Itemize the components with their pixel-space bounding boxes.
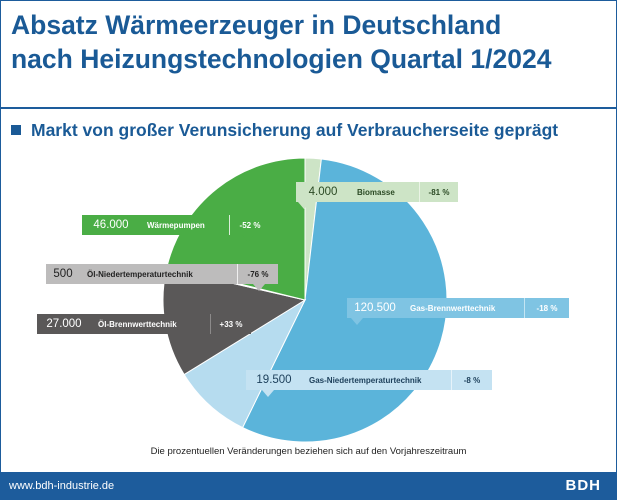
name-biomasse: Biomasse <box>350 182 419 202</box>
name-oel-bw: Öl-Brennwerttechnik <box>91 314 210 334</box>
label-pointer <box>262 390 274 397</box>
label-gas-nt: 19.500 Gas-Niedertemperaturtechnik -8 % <box>246 370 492 397</box>
name-waermepumpen: Wärmepumpen <box>140 215 229 235</box>
label-gas-bw: 120.500 Gas-Brennwerttechnik -18 % <box>347 298 569 325</box>
pie-slice-gas-niedertemperaturtechnik <box>183 298 307 429</box>
title-divider <box>0 107 617 109</box>
title-line-1: Absatz Wärmeerzeuger in Deutschland <box>11 10 502 40</box>
change-gas-nt: -8 % <box>451 370 492 390</box>
change-oel-nt: -76 % <box>237 264 278 284</box>
change-biomasse: -81 % <box>419 182 458 202</box>
value-biomasse: 4.000 <box>296 182 350 202</box>
change-waermepumpen: -52 % <box>229 215 270 235</box>
value-oel-bw: 27.000 <box>37 314 91 334</box>
label-oel-bw: 27.000 Öl-Brennwerttechnik +33 % <box>37 314 251 341</box>
value-gas-bw: 120.500 <box>347 298 403 318</box>
label-biomasse: 4.000 Biomasse -81 % <box>296 182 458 209</box>
subtitle-text: Markt von großer Verunsicherung auf Verb… <box>31 120 559 140</box>
footer-bar: www.bdh-industrie.de BDH <box>0 472 617 500</box>
name-gas-bw: Gas-Brennwerttechnik <box>403 298 524 318</box>
change-gas-bw: -18 % <box>524 298 569 318</box>
footnote: Die prozentuellen Veränderungen beziehen… <box>150 446 467 457</box>
label-waermepumpen: 46.000 Wärmepumpen -52 % <box>82 215 270 242</box>
value-gas-nt: 19.500 <box>246 370 302 390</box>
label-pointer <box>298 202 310 209</box>
name-gas-nt: Gas-Niedertemperaturtechnik <box>302 370 451 390</box>
website-link[interactable]: www.bdh-industrie.de <box>9 480 115 492</box>
label-pointer <box>216 334 228 341</box>
label-oel-nt: 500 Öl-Niedertemperaturtechnik -76 % <box>46 264 278 291</box>
label-pointer <box>253 284 265 291</box>
value-oel-nt: 500 <box>46 264 80 284</box>
title-line-2: nach Heizungstechnologien Quartal 1/2024 <box>11 44 552 74</box>
value-waermepumpen: 46.000 <box>82 215 140 235</box>
name-oel-nt: Öl-Niedertemperaturtechnik <box>80 264 237 284</box>
page-title: Absatz Wärmeerzeuger in Deutschland nach… <box>11 8 606 76</box>
bdh-logo: BDH <box>565 477 601 494</box>
change-oel-bw: +33 % <box>210 314 251 334</box>
square-bullet-icon <box>11 125 21 135</box>
subtitle: Markt von großer Verunsicherung auf Verb… <box>11 119 558 141</box>
label-pointer <box>242 235 254 242</box>
label-pointer <box>351 318 363 325</box>
